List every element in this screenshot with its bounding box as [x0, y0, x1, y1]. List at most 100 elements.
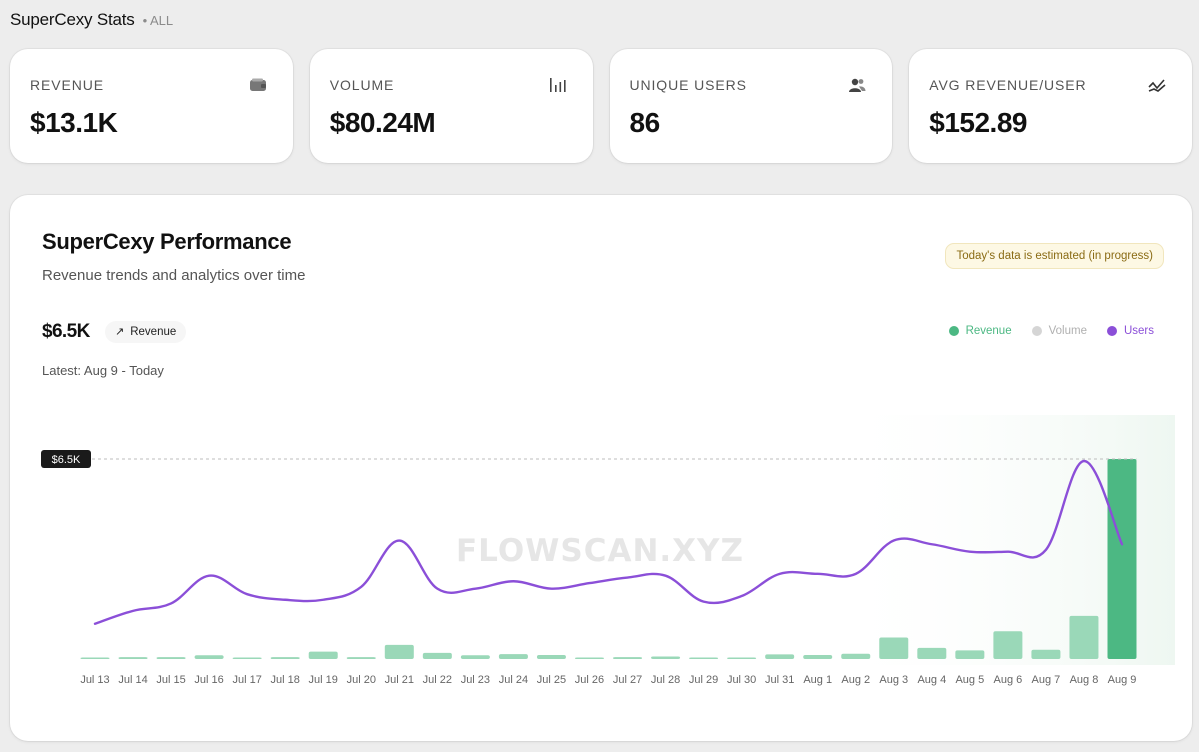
- revenue-bar[interactable]: [460, 655, 490, 659]
- trend-arrow-icon: ↗: [115, 326, 125, 338]
- wallet-icon: [249, 78, 266, 91]
- revenue-bar[interactable]: [498, 654, 528, 659]
- estimate-notice-badge: Today's data is estimated (in progress): [945, 243, 1164, 269]
- legend-revenue-dot: [948, 326, 959, 336]
- performance-panel: SuperCexy Performance Revenue trends and…: [10, 195, 1192, 741]
- max-reference-tag: [41, 450, 91, 468]
- revenue-bar[interactable]: [384, 644, 414, 659]
- revenue-bar[interactable]: [156, 657, 186, 659]
- scope-label: • ALL: [142, 13, 174, 28]
- revenue-bar[interactable]: [1031, 649, 1061, 659]
- volume-label: VOLUME: [329, 77, 395, 93]
- volume-card: VOLUME $80.24M: [309, 49, 593, 163]
- performance-chart: FLOWSCAN.XYZ $6.5K Jul 13 Jul 14 Jul 15 Jul…: [41, 415, 1175, 686]
- x-axis-tick-label: Aug 5: [955, 674, 984, 686]
- revenue-bar[interactable]: [803, 655, 833, 659]
- x-axis-tick-label: Jul 14: [118, 674, 147, 686]
- watermark: FLOWSCAN.XYZ: [456, 533, 744, 569]
- revenue-bar[interactable]: [574, 657, 604, 660]
- x-axis-tick-label: Jul 13: [80, 674, 109, 686]
- users-series-line: [93, 459, 1124, 625]
- page-title: SuperCexy Stats: [10, 10, 135, 29]
- revenue-bar[interactable]: [308, 651, 338, 659]
- users-value: 86: [629, 107, 661, 138]
- revenue-bar[interactable]: [118, 657, 148, 659]
- x-axis-tick-label: Aug 3: [879, 674, 908, 686]
- x-axis-tick-label: Aug 8: [1070, 674, 1099, 686]
- x-axis-tick-label: Jul 19: [309, 674, 338, 686]
- x-axis-tick-label: Jul 26: [575, 674, 604, 686]
- revenue-bar[interactable]: [80, 657, 110, 660]
- x-axis-tick-label: Jul 20: [347, 674, 376, 686]
- volume-value: $80.24M: [329, 107, 436, 138]
- legend-users[interactable]: Users: [1106, 325, 1154, 337]
- panel-subtitle: Revenue trends and analytics over time: [42, 267, 306, 284]
- legend-volume[interactable]: Volume: [1031, 325, 1087, 337]
- revenue-bar[interactable]: [917, 647, 947, 659]
- users-card: UNIQUE USERS 86: [609, 49, 893, 163]
- revenue-bar[interactable]: [422, 652, 452, 659]
- bar-chart-icon: [549, 78, 566, 92]
- revenue-bar[interactable]: [536, 655, 566, 659]
- x-axis-tick-label: Jul 31: [765, 674, 794, 686]
- x-axis-tick-label: Jul 24: [499, 674, 528, 686]
- x-axis-tick-label: Aug 4: [917, 674, 946, 686]
- latest-label: Latest: Aug 9 - Today: [42, 363, 164, 378]
- revenue-bar[interactable]: [346, 657, 376, 659]
- current-value: $6.5K: [42, 321, 90, 342]
- x-axis-tick-label: Jul 23: [461, 674, 490, 686]
- metric-selector[interactable]: ↗ Revenue: [105, 321, 187, 343]
- revenue-label: REVENUE: [30, 77, 104, 93]
- x-axis-tick-label: Jul 17: [232, 674, 261, 686]
- users-label: UNIQUE USERS: [629, 77, 747, 93]
- legend-revenue-label: Revenue: [965, 325, 1012, 337]
- max-reference-label: $6.5K: [52, 454, 81, 466]
- revenue-bar[interactable]: [841, 653, 871, 659]
- x-axis-tick-label: Jul 25: [537, 674, 566, 686]
- revenue-bar[interactable]: [955, 650, 985, 659]
- legend-users-label: Users: [1123, 325, 1154, 337]
- panel-title: SuperCexy Performance: [42, 229, 292, 254]
- x-axis-tick-label: Jul 30: [727, 674, 756, 686]
- x-axis-tick-label: Aug 1: [803, 674, 832, 686]
- x-axis-tick-label: Jul 27: [613, 674, 642, 686]
- x-axis-tick-label: Aug 9: [1108, 674, 1137, 686]
- avg-revenue-card: AVG REVENUE/USER $152.89: [909, 49, 1192, 163]
- revenue-bar[interactable]: [993, 631, 1023, 659]
- revenue-card: REVENUE $13.1K: [10, 49, 293, 163]
- x-axis-tick-label: Jul 15: [156, 674, 185, 686]
- x-axis-tick-label: Aug 2: [841, 674, 870, 686]
- chart-legend: Revenue Volume Users: [948, 325, 1154, 337]
- x-axis-tick-label: Jul 29: [689, 674, 718, 686]
- page-header: SuperCexy Stats • ALL: [10, 10, 173, 30]
- revenue-bar[interactable]: [1069, 615, 1099, 659]
- revenue-bar[interactable]: [270, 657, 300, 659]
- avg-revenue-value: $152.89: [929, 107, 1027, 138]
- revenue-bar[interactable]: [765, 654, 795, 659]
- x-axis-tick-label: Jul 16: [194, 674, 223, 686]
- revenue-bar[interactable]: [689, 657, 719, 659]
- revenue-bar[interactable]: [613, 657, 643, 659]
- legend-volume-dot: [1031, 326, 1042, 336]
- users-icon: [849, 78, 866, 92]
- legend-revenue[interactable]: Revenue: [948, 325, 1012, 337]
- revenue-bar[interactable]: [1107, 459, 1137, 659]
- avg-revenue-label: AVG REVENUE/USER: [929, 77, 1087, 93]
- trend-icon: [1148, 79, 1166, 92]
- legend-users-dot: [1106, 326, 1117, 336]
- revenue-bar[interactable]: [727, 657, 757, 660]
- x-axis-tick-label: Jul 21: [385, 674, 414, 686]
- x-axis-tick-label: Jul 18: [271, 674, 300, 686]
- metric-selector-label: Revenue: [130, 326, 177, 338]
- x-axis-tick-label: Aug 7: [1032, 674, 1061, 686]
- x-axis-tick-label: Jul 22: [423, 674, 452, 686]
- revenue-bar[interactable]: [879, 637, 909, 659]
- revenue-bar[interactable]: [651, 656, 681, 659]
- x-axis-tick-label: Jul 28: [651, 674, 680, 686]
- x-axis-tick-label: Aug 6: [994, 674, 1023, 686]
- stat-cards: REVENUE $13.1K VOLUME $80.24M UNIQUE USE…: [10, 49, 1192, 163]
- revenue-bar[interactable]: [194, 655, 224, 659]
- legend-volume-label: Volume: [1048, 325, 1087, 337]
- revenue-value: $13.1K: [30, 107, 118, 138]
- revenue-bar[interactable]: [232, 657, 262, 660]
